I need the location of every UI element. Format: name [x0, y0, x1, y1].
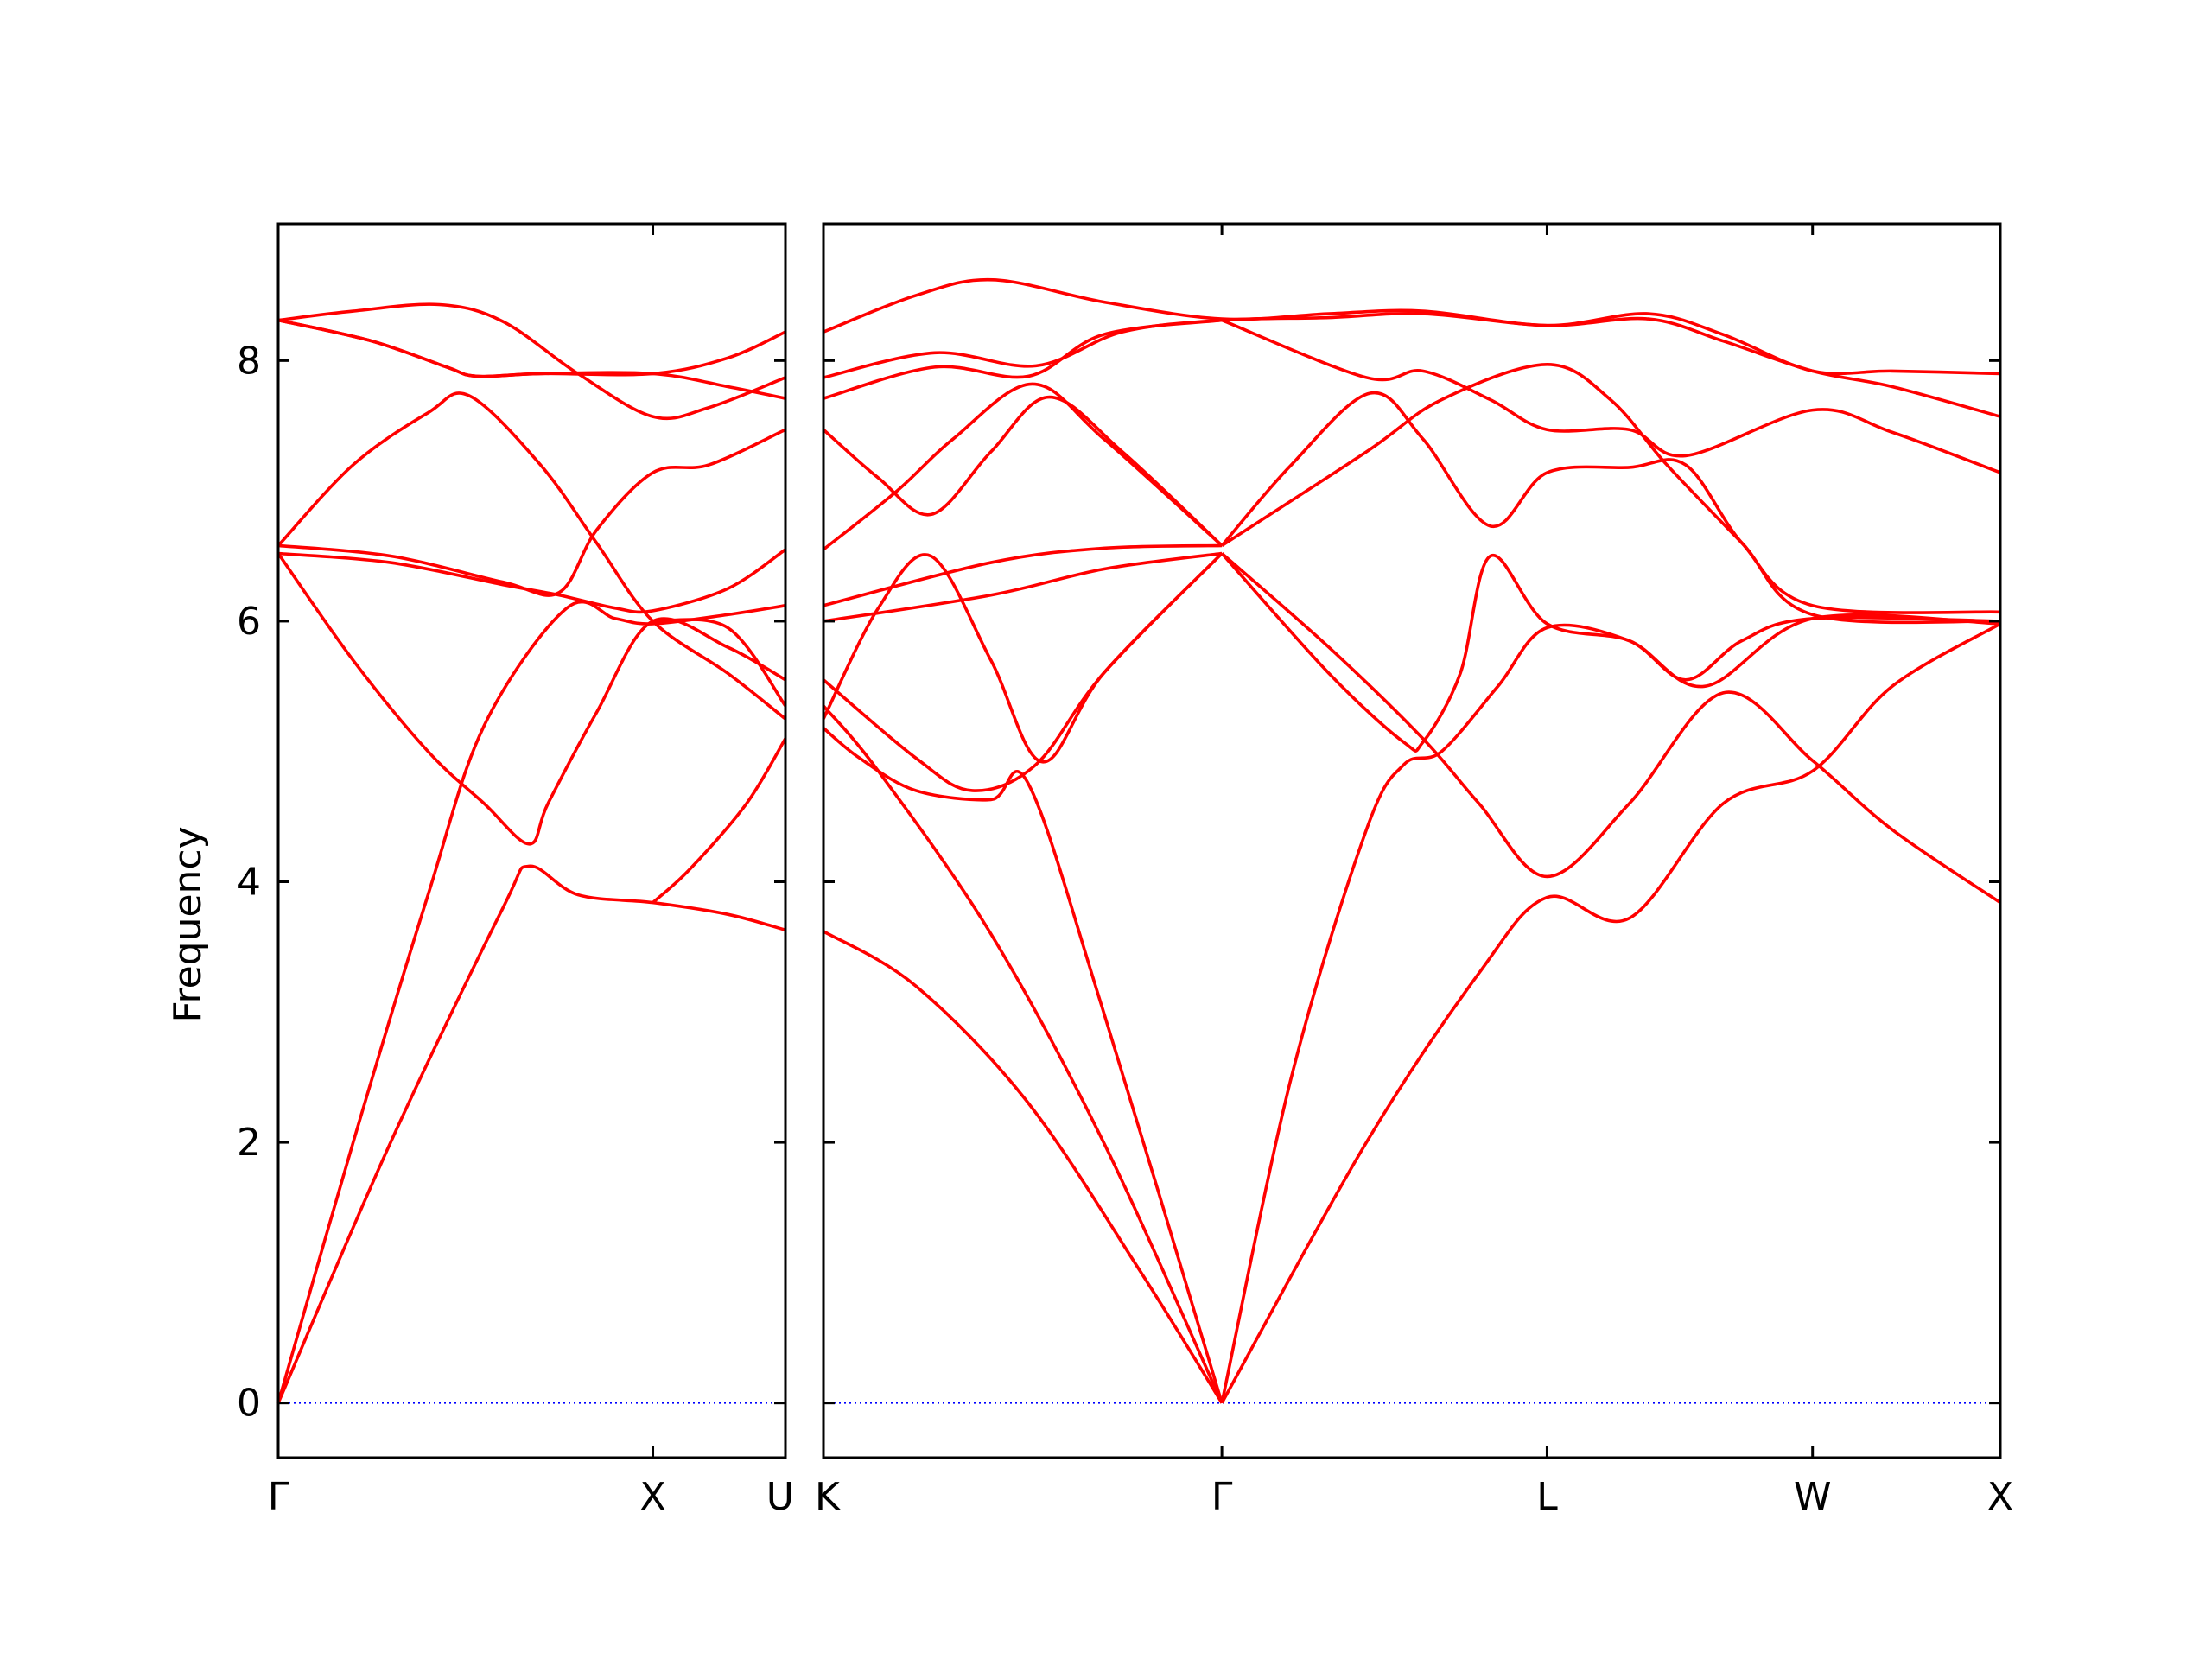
band-line: [823, 930, 1224, 1404]
y-tick-label: 0: [237, 1382, 261, 1426]
axes-frames: [276, 222, 2002, 1459]
band-line: [823, 311, 2001, 418]
band-line: [1220, 613, 2001, 1404]
ticks: 0 2 4 6 8 Γ X U K Γ L W X: [237, 224, 2013, 1519]
band-line: [1221, 363, 2001, 625]
band-line: [1220, 622, 2001, 1404]
x-tick-label: Γ: [268, 1475, 289, 1519]
y-tick-label: 8: [237, 339, 261, 383]
band-line: [277, 548, 787, 614]
band-line: [1220, 552, 2001, 753]
band-line: [822, 552, 1224, 764]
band-line: [652, 618, 787, 707]
band-line: [822, 727, 1224, 1404]
y-tick-label: 2: [237, 1121, 261, 1165]
x-tick-label: K: [815, 1475, 841, 1519]
band-line: [823, 277, 2001, 376]
band-line: [823, 551, 1223, 623]
band-line: [1220, 391, 2001, 614]
band-line: [823, 543, 1223, 607]
y-tick-label: 6: [237, 600, 261, 644]
band-line: [1221, 318, 2001, 474]
band-line: [277, 302, 786, 421]
axes-frame: [276, 222, 787, 1459]
y-tick-label: 4: [237, 860, 261, 904]
band-line: [652, 737, 787, 904]
y-axis-label: Frequency: [166, 826, 210, 1022]
axes-frame: [822, 222, 2002, 1459]
band-line: [277, 318, 786, 400]
x-tick-label: X: [1987, 1475, 2013, 1519]
band-line: [822, 395, 1224, 547]
band-line: [277, 428, 786, 597]
band-line: [1220, 552, 2002, 905]
x-tick-label: X: [639, 1475, 665, 1519]
band-line: [277, 318, 786, 378]
band-line: [276, 600, 786, 1404]
band-lines: [276, 277, 2002, 1404]
x-tick-label: Γ: [1211, 1475, 1233, 1519]
band-line: [823, 318, 1223, 400]
x-tick-label: L: [1536, 1475, 1558, 1519]
x-tick-label: W: [1794, 1475, 1832, 1519]
band-line: [276, 864, 786, 1404]
band-line: [822, 382, 1224, 551]
band-line: [276, 391, 787, 721]
x-tick-label: U: [766, 1475, 794, 1519]
band-line: [822, 704, 1224, 1404]
